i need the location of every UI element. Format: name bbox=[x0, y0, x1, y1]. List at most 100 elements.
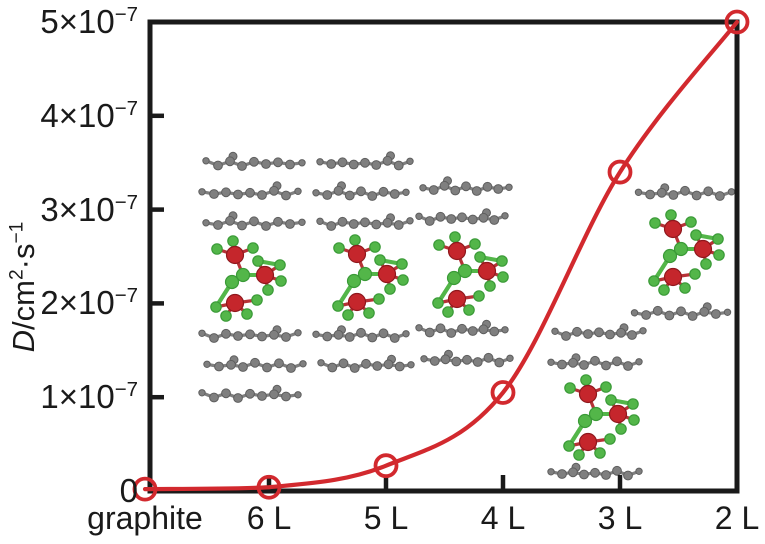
green-atom bbox=[689, 268, 701, 280]
carbon-atom bbox=[557, 359, 567, 370]
carbon-atom bbox=[269, 329, 279, 340]
carbon-atom bbox=[233, 189, 243, 200]
carbon-atom bbox=[467, 326, 478, 336]
carbon-atom bbox=[298, 159, 306, 167]
carbon-atom bbox=[676, 306, 686, 317]
green-atom bbox=[615, 423, 627, 435]
carbon-atom bbox=[668, 190, 679, 200]
green-atom bbox=[251, 294, 263, 306]
carbon-atom bbox=[601, 470, 611, 480]
green-atom bbox=[210, 301, 222, 313]
green-atom bbox=[449, 231, 461, 243]
carbon-atom bbox=[233, 393, 243, 403]
carbon-atom bbox=[723, 308, 732, 316]
green-atom bbox=[374, 254, 386, 266]
green-atom bbox=[396, 258, 408, 270]
carbon-atom bbox=[249, 216, 259, 227]
carbon-atom bbox=[250, 357, 260, 368]
carbon-atom bbox=[226, 359, 236, 370]
green-atom bbox=[363, 307, 375, 319]
carbon-atom bbox=[446, 214, 457, 224]
carbon-atom bbox=[361, 358, 371, 369]
carbon-atom bbox=[501, 326, 509, 334]
green-atom bbox=[594, 447, 606, 459]
carbon-atom bbox=[547, 358, 555, 366]
carbon-atom bbox=[439, 180, 450, 191]
green-atom bbox=[346, 273, 362, 289]
carbon-atom bbox=[261, 221, 271, 231]
green-atom bbox=[484, 280, 496, 292]
carbon-atom bbox=[461, 181, 471, 192]
data-point-4-L bbox=[490, 380, 516, 405]
carbon-atom bbox=[407, 361, 415, 369]
red-atom bbox=[578, 432, 598, 452]
carbon-atom bbox=[394, 361, 405, 372]
carbon-atom bbox=[393, 160, 404, 171]
carbon-atom bbox=[372, 361, 383, 371]
green-atom bbox=[369, 241, 381, 253]
carbon-atom bbox=[568, 467, 578, 478]
carbon-atom bbox=[462, 354, 472, 365]
carbon-atom bbox=[337, 157, 348, 168]
carbon-atom bbox=[225, 215, 235, 226]
carbon-atom bbox=[294, 329, 302, 337]
carbon-atom bbox=[378, 186, 389, 197]
y-tick-exponent: −7 bbox=[114, 3, 138, 26]
carbon-atom bbox=[478, 324, 489, 335]
carbon-atom bbox=[221, 187, 231, 198]
red-atom bbox=[377, 264, 397, 284]
red-atom bbox=[663, 267, 683, 287]
carbon-atom bbox=[727, 188, 736, 196]
green-atom bbox=[227, 235, 239, 247]
carbon-atom bbox=[467, 214, 478, 225]
green-atom bbox=[605, 394, 617, 406]
green-atom bbox=[627, 398, 639, 410]
green-atom bbox=[274, 259, 286, 271]
y-tick-exponent: −7 bbox=[114, 96, 138, 120]
green-atom bbox=[446, 270, 462, 286]
carbon-atom bbox=[337, 216, 348, 227]
data-point-5-L bbox=[373, 453, 399, 479]
carbon-atom bbox=[568, 357, 578, 368]
carbon-atom bbox=[360, 217, 370, 228]
carbon-atom bbox=[237, 161, 247, 171]
carbon-atom bbox=[435, 323, 446, 334]
green-atom bbox=[333, 242, 345, 254]
carbon-atom bbox=[327, 362, 338, 373]
data-point-2-L bbox=[724, 9, 750, 35]
y-tick-mantissa: 5×10 bbox=[40, 3, 115, 40]
carbon-atom bbox=[333, 185, 344, 196]
carbon-atom bbox=[378, 328, 389, 339]
green-atom bbox=[252, 255, 264, 267]
x-tick-label-graphite: graphite bbox=[87, 500, 203, 536]
carbon-atom bbox=[623, 361, 633, 371]
green-atom bbox=[580, 374, 592, 386]
carbon-atom bbox=[333, 329, 344, 340]
carbon-atom bbox=[209, 189, 219, 199]
green-atom bbox=[432, 297, 444, 309]
green-atom bbox=[665, 209, 677, 221]
green-atom bbox=[628, 414, 640, 426]
carbon-atom bbox=[635, 467, 643, 475]
carbon-atom bbox=[294, 391, 302, 399]
y-tick-exponent: −7 bbox=[114, 378, 138, 402]
green-atom bbox=[220, 310, 232, 322]
y-tick-label-5: 5×10−7 bbox=[0, 1, 138, 43]
carbon-atom bbox=[590, 467, 600, 478]
red-atom bbox=[447, 241, 467, 261]
carbon-atom bbox=[612, 356, 622, 367]
carbon-atom bbox=[371, 160, 382, 170]
carbon-atom bbox=[221, 388, 231, 399]
carbon-atom bbox=[482, 181, 493, 192]
carbon-atom bbox=[273, 216, 283, 227]
carbon-atom bbox=[209, 392, 219, 403]
carbon-atom bbox=[317, 359, 325, 367]
green-atom bbox=[463, 304, 475, 316]
green-atom bbox=[473, 290, 485, 302]
carbon-atom bbox=[393, 220, 404, 230]
carbon-atom bbox=[583, 329, 593, 339]
carbon-atom bbox=[348, 159, 359, 170]
carbon-atom bbox=[322, 190, 333, 200]
